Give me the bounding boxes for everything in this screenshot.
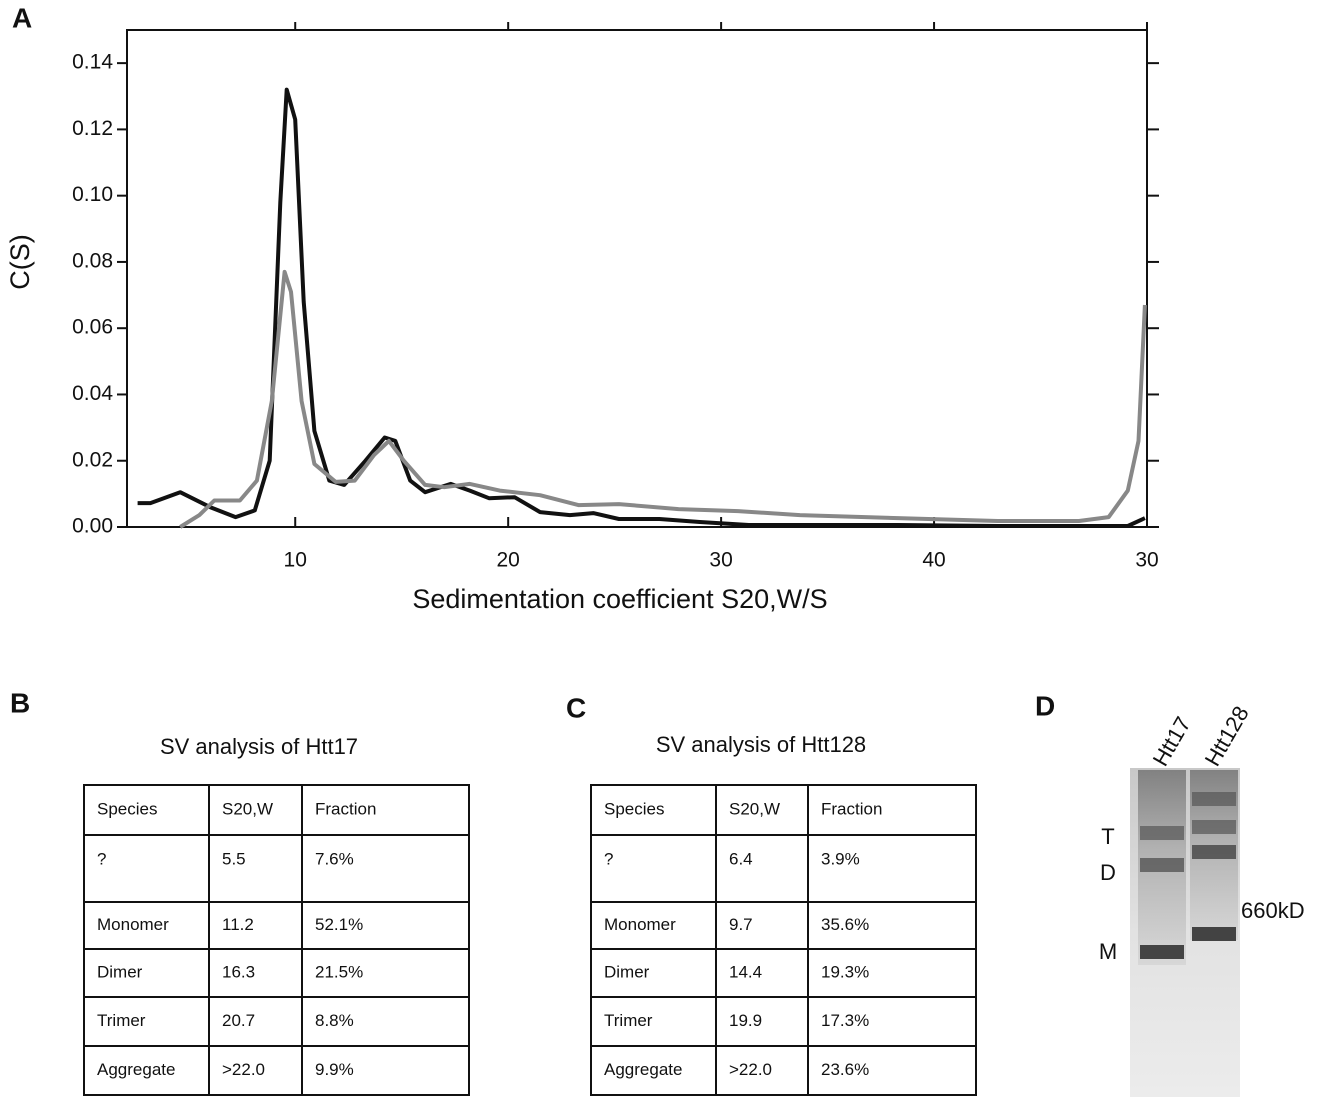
table-cell: 17.3% [821,1011,869,1030]
y-tick-label: 0.14 [72,51,113,74]
table-cell: Dimer [97,962,143,981]
table-cell: Aggregate [97,1060,175,1079]
table-cell: 6.4 [729,849,753,868]
table-cell: 3.9% [821,849,860,868]
y-tick-label: 0.04 [72,382,113,405]
x-axis-label: Sedimentation coefficient S20,W/S [412,584,827,614]
table-cell: >22.0 [222,1060,265,1079]
panel-label: B [10,687,30,718]
table-header: Species [97,799,157,818]
panel-label: C [566,692,586,723]
table-cell: 5.5 [222,849,246,868]
table-header: Species [604,799,664,818]
x-tick-label: 20 [496,549,519,572]
gel-band [1192,927,1236,941]
table-cell: 52.1% [315,915,363,934]
table-cell: 11.2 [222,915,254,934]
table-cell: 19.9 [729,1011,762,1030]
band-label: D [1100,860,1116,885]
gel-band [1140,826,1184,840]
panel-label: D [1035,690,1055,721]
table-cell: Trimer [97,1011,146,1030]
x-tick-label: 30 [1135,549,1158,572]
table-border [590,784,977,1096]
table-cell: 23.6% [821,1060,869,1079]
y-tick-label: 0.06 [72,316,113,339]
x-tick-label: 30 [709,549,732,572]
x-tick-label: 40 [922,549,945,572]
band-label: M [1099,939,1117,964]
table-cell: ? [604,849,613,868]
band-label: T [1101,824,1114,849]
panel-label: A [12,2,32,33]
table-header: Fraction [315,799,376,818]
y-tick-label: 0.08 [72,249,113,272]
marker-label: 660kD [1241,898,1305,923]
table-header: Fraction [821,799,882,818]
data-line [137,87,1146,528]
gel-band [1192,792,1236,806]
gel-band [1140,945,1184,959]
y-axis-label: C(S) [5,234,35,290]
table-cell: 20.7 [222,1011,255,1030]
table-header: S20,W [222,799,273,818]
table-cell: ? [97,849,106,868]
table-cell: 8.8% [315,1011,354,1030]
table-cell: 14.4 [729,962,762,981]
table-header: S20,W [729,799,780,818]
table-cell: 35.6% [821,915,869,934]
y-tick-label: 0.12 [72,117,113,140]
table-cell: 19.3% [821,962,869,981]
table-cell: 9.9% [315,1060,354,1079]
table-cell: 16.3 [222,962,255,981]
table-cell: Aggregate [604,1060,682,1079]
table-cell: 9.7 [729,915,753,934]
y-tick-label: 0.10 [72,183,113,206]
table-cell: Dimer [604,962,650,981]
y-tick-label: 0.00 [72,515,113,538]
gel-band [1140,858,1184,872]
gel-band [1192,845,1236,859]
table-title: SV analysis of Htt17 [160,734,358,759]
table-title: SV analysis of Htt128 [656,732,866,757]
table-cell: >22.0 [729,1060,772,1079]
data-line [179,269,1147,529]
table-cell: Monomer [604,915,676,934]
table-border [83,784,470,1096]
y-tick-label: 0.02 [72,448,113,471]
table-cell: 21.5% [315,962,363,981]
plot-frame [126,29,1148,528]
table-cell: Trimer [604,1011,653,1030]
lane-label: Htt128 [1200,702,1254,771]
x-tick-label: 10 [284,549,307,572]
table-cell: 7.6% [315,849,354,868]
gel-band [1192,820,1236,834]
lane-label: Htt17 [1148,712,1196,770]
table-cell: Monomer [97,915,169,934]
